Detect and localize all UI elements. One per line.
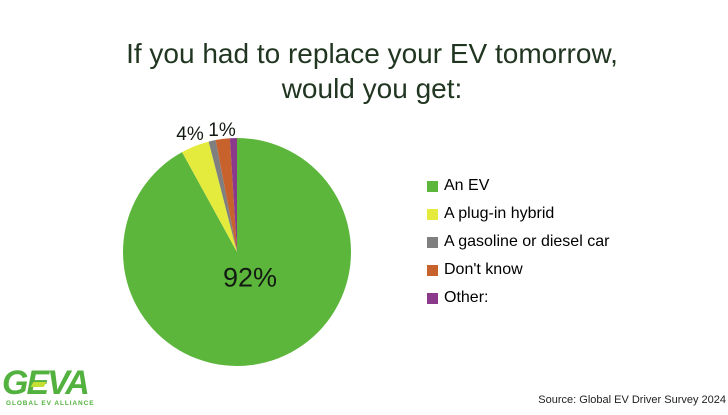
legend-item-dont-know: Don't know — [427, 256, 609, 284]
geva-logo-text: GEVA — [2, 364, 90, 402]
legend-label-other: Other: — [444, 289, 489, 306]
legend-label-plug-in-hybrid: A plug-in hybrid — [444, 205, 555, 222]
legend-label-dont-know: Don't know — [444, 261, 523, 278]
pie-slice-a-gasoline-or-diesel-car — [208, 140, 237, 252]
legend-item-other: Other: — [427, 284, 609, 312]
source-note: Source: Global EV Driver Survey 2024 — [538, 394, 726, 406]
legend-swatch-an-ev — [427, 180, 438, 192]
geva-logo-tagline: GLOBAL EV ALLIANCE — [6, 400, 95, 407]
legend-swatch-plug-in-hybrid — [427, 208, 438, 220]
pie-slice-other — [229, 137, 237, 252]
chart-title-line2: would you get: — [281, 73, 463, 104]
legend-item-gasoline-or-diesel: A gasoline or diesel car — [427, 228, 609, 256]
legend-swatch-other — [427, 292, 438, 304]
chart-title: If you had to replace your EV tomorrow, … — [16, 36, 728, 106]
pie-slice-an-ev — [122, 138, 351, 366]
legend-label-an-ev: An EV — [444, 177, 490, 194]
legend-label-gasoline-or-diesel: A gasoline or diesel car — [444, 233, 610, 250]
chart-title-line1: If you had to replace your EV tomorrow, — [126, 38, 618, 69]
geva-logo: GEVA GLOBAL EV ALLIANCE — [2, 364, 112, 408]
pie-slice-don-t-know — [215, 138, 237, 252]
pie-data-label-gasoline-or-diesel: 1% — [208, 120, 236, 141]
legend-item-plug-in-hybrid: A plug-in hybrid — [427, 200, 609, 228]
legend: An EV A plug-in hybrid A gasoline or die… — [427, 172, 609, 312]
pie-data-label-plug-in-hybrid: 4% — [176, 124, 204, 145]
pie-slice-a-plug-in-hybrid — [182, 141, 237, 252]
legend-swatch-gasoline-or-diesel — [427, 236, 438, 248]
pie-data-label-an-ev: 92% — [222, 262, 278, 293]
legend-swatch-dont-know — [427, 264, 438, 276]
legend-item-an-ev: An EV — [427, 172, 609, 200]
lightning-bolt-icon — [30, 382, 47, 387]
